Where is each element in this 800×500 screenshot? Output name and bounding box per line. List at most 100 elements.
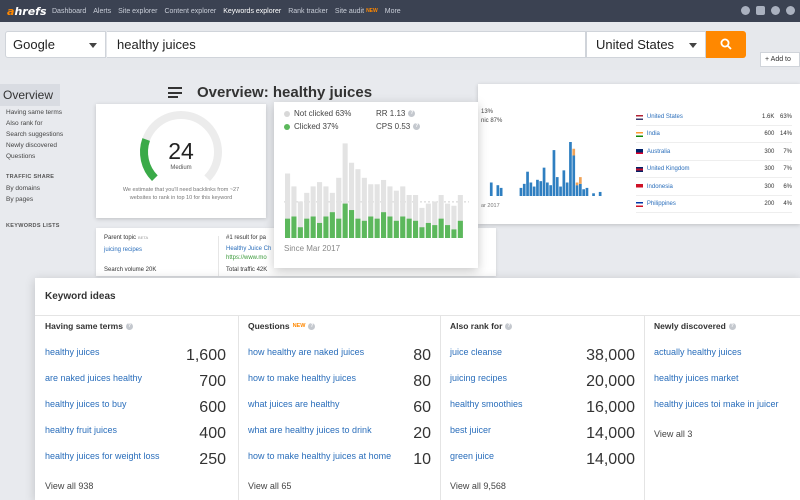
- nav-link[interactable]: Content explorer: [164, 7, 217, 15]
- column-title[interactable]: Questions: [248, 321, 290, 331]
- nav-link[interactable]: More: [384, 7, 401, 15]
- keyword-ideas-title: Keyword ideas: [45, 291, 116, 302]
- country-row[interactable]: Philippines 200 4%: [636, 196, 792, 213]
- search-engine-select[interactable]: Google: [5, 31, 106, 58]
- help-icon[interactable]: ?: [413, 123, 421, 130]
- country-name[interactable]: Australia: [646, 148, 671, 155]
- keyword-row: healthy juices to buy: [45, 399, 127, 413]
- ahrefs-logo[interactable]: ahrefs: [7, 4, 47, 18]
- add-to-list-button[interactable]: + Add to: [760, 52, 800, 67]
- nav-link[interactable]: Alerts: [93, 7, 112, 15]
- top-result-title[interactable]: Healthy Juice Ch: [226, 246, 272, 252]
- keyword-link[interactable]: healthy juices for weight loss: [45, 451, 160, 461]
- country-name[interactable]: Philippines: [646, 201, 676, 207]
- country-row[interactable]: United States 1.6K 63%: [636, 109, 792, 126]
- help-icon[interactable]: ?: [125, 322, 133, 330]
- country-row[interactable]: Indonesia 300 6%: [636, 179, 792, 196]
- nav-link[interactable]: Rank tracker: [288, 7, 328, 15]
- view-all-link[interactable]: View all 65: [248, 481, 292, 491]
- us-flag-icon: [636, 114, 643, 120]
- sidebar-item[interactable]: Questions: [6, 153, 36, 160]
- country-name[interactable]: India: [646, 131, 660, 138]
- keyword-difficulty-card: 24 Medium We estimate that you'll need b…: [96, 104, 266, 218]
- difficulty-gauge: [140, 111, 222, 181]
- sidebar-item[interactable]: Newly discovered: [6, 142, 57, 149]
- keyword-row: how to make healthy juices: [248, 373, 356, 387]
- keyword-link[interactable]: what are healthy juices to drink: [248, 425, 372, 435]
- column-title[interactable]: Also rank for: [450, 321, 503, 331]
- column-header: Also rank for?: [450, 321, 513, 331]
- column-header: Having same terms?: [45, 321, 133, 331]
- sidebar-item[interactable]: Search suggestions: [6, 131, 64, 138]
- top-result-traffic: Total traffic 42K: [226, 267, 268, 273]
- keyword-link[interactable]: how to make healthy juices: [248, 373, 357, 383]
- nav-link[interactable]: Site audit: [334, 7, 365, 15]
- volume-bar-orange: [572, 148, 576, 156]
- keyword-link[interactable]: are naked juices healthy: [45, 373, 143, 383]
- keyword-link[interactable]: healthy juices: [45, 347, 100, 357]
- keyword-link[interactable]: healthy fruit juices: [45, 425, 118, 435]
- help-icon[interactable]: ?: [408, 110, 416, 117]
- bell-icon[interactable]: [756, 6, 765, 15]
- nav-link[interactable]: Dashboard: [52, 7, 87, 15]
- keyword-link[interactable]: juicing recipes: [450, 373, 508, 383]
- keyword-link[interactable]: healthy juices to buy: [45, 399, 127, 409]
- country-select[interactable]: United States: [586, 31, 706, 58]
- help-icon[interactable]: [741, 6, 750, 15]
- column-title[interactable]: Newly discovered: [654, 321, 726, 331]
- country-name[interactable]: United Kingdom: [646, 166, 690, 173]
- sidebar-item[interactable]: By pages: [6, 196, 34, 203]
- keyword-link[interactable]: healthy juices toi make in juicer: [654, 399, 779, 409]
- sidebar-item[interactable]: Also rank for: [6, 120, 43, 127]
- parent-topic-link[interactable]: juicing recipes: [104, 247, 143, 253]
- top-nav: ahrefs Dashboard Alerts Site explorer Conte…: [0, 0, 800, 22]
- top-result-url[interactable]: https://www.mo: [226, 255, 267, 261]
- keyword-link[interactable]: healthy smoothies: [450, 399, 523, 409]
- sidebar-item[interactable]: By domains: [6, 185, 40, 192]
- volume-bar: [569, 142, 572, 196]
- keyword-volume: 38,000: [586, 347, 635, 364]
- country-percent: 4%: [783, 201, 792, 207]
- not-clicked-bar: [425, 203, 431, 238]
- sidebar-item[interactable]: Having same terms: [6, 109, 62, 116]
- user-icon[interactable]: [786, 6, 795, 15]
- view-all-link[interactable]: View all 9,568: [450, 481, 506, 491]
- not-clicked-bar: [317, 182, 323, 238]
- keyword-volume: 80: [413, 373, 431, 390]
- view-all-link[interactable]: View all 938: [45, 481, 94, 491]
- menu-icon[interactable]: [168, 87, 182, 98]
- help-icon[interactable]: ?: [505, 322, 513, 330]
- column-header: Newly discovered?: [654, 321, 736, 331]
- volume-bar: [598, 191, 602, 196]
- keyword-link[interactable]: juice cleanse: [450, 347, 503, 357]
- nav-link[interactable]: Keywords explorer: [223, 7, 282, 15]
- keyword-link[interactable]: green juice: [450, 451, 495, 461]
- settings-icon[interactable]: [771, 6, 780, 15]
- volume-bar: [529, 182, 533, 196]
- help-icon[interactable]: ?: [728, 322, 736, 330]
- keyword-link[interactable]: actually healthy juices: [654, 347, 742, 357]
- country-row[interactable]: Australia 300 7%: [636, 144, 792, 161]
- volume-bar: [549, 185, 552, 196]
- view-all-link[interactable]: View all 3: [654, 429, 693, 439]
- column-title[interactable]: Having same terms: [45, 321, 123, 331]
- keyword-volume: 60: [413, 399, 431, 416]
- country-row[interactable]: India 600 14%: [636, 126, 792, 144]
- keyword-input[interactable]: [107, 31, 586, 58]
- nav-link[interactable]: Site explorer: [118, 7, 158, 15]
- country-name[interactable]: Indonesia: [646, 183, 673, 190]
- parent-search-volume: Search volume 20K: [104, 267, 157, 273]
- keyword-link[interactable]: how healthy are naked juices: [248, 347, 365, 357]
- keyword-link[interactable]: what juices are healthy: [248, 399, 340, 409]
- clicked-bar: [457, 220, 463, 238]
- help-icon[interactable]: ?: [308, 322, 316, 330]
- sidebar-overview-tab[interactable]: Overview: [0, 84, 60, 106]
- keyword-link[interactable]: best juicer: [450, 425, 492, 435]
- search-button[interactable]: [706, 31, 746, 58]
- keyword-link[interactable]: how to make healthy juices at home: [248, 451, 392, 461]
- clicked-bar: [381, 212, 387, 238]
- keyword-link[interactable]: healthy juices market: [654, 373, 739, 383]
- country-name[interactable]: United States: [646, 114, 683, 120]
- country-row[interactable]: United Kingdom 300 7%: [636, 161, 792, 179]
- ph-flag-icon: [636, 201, 643, 207]
